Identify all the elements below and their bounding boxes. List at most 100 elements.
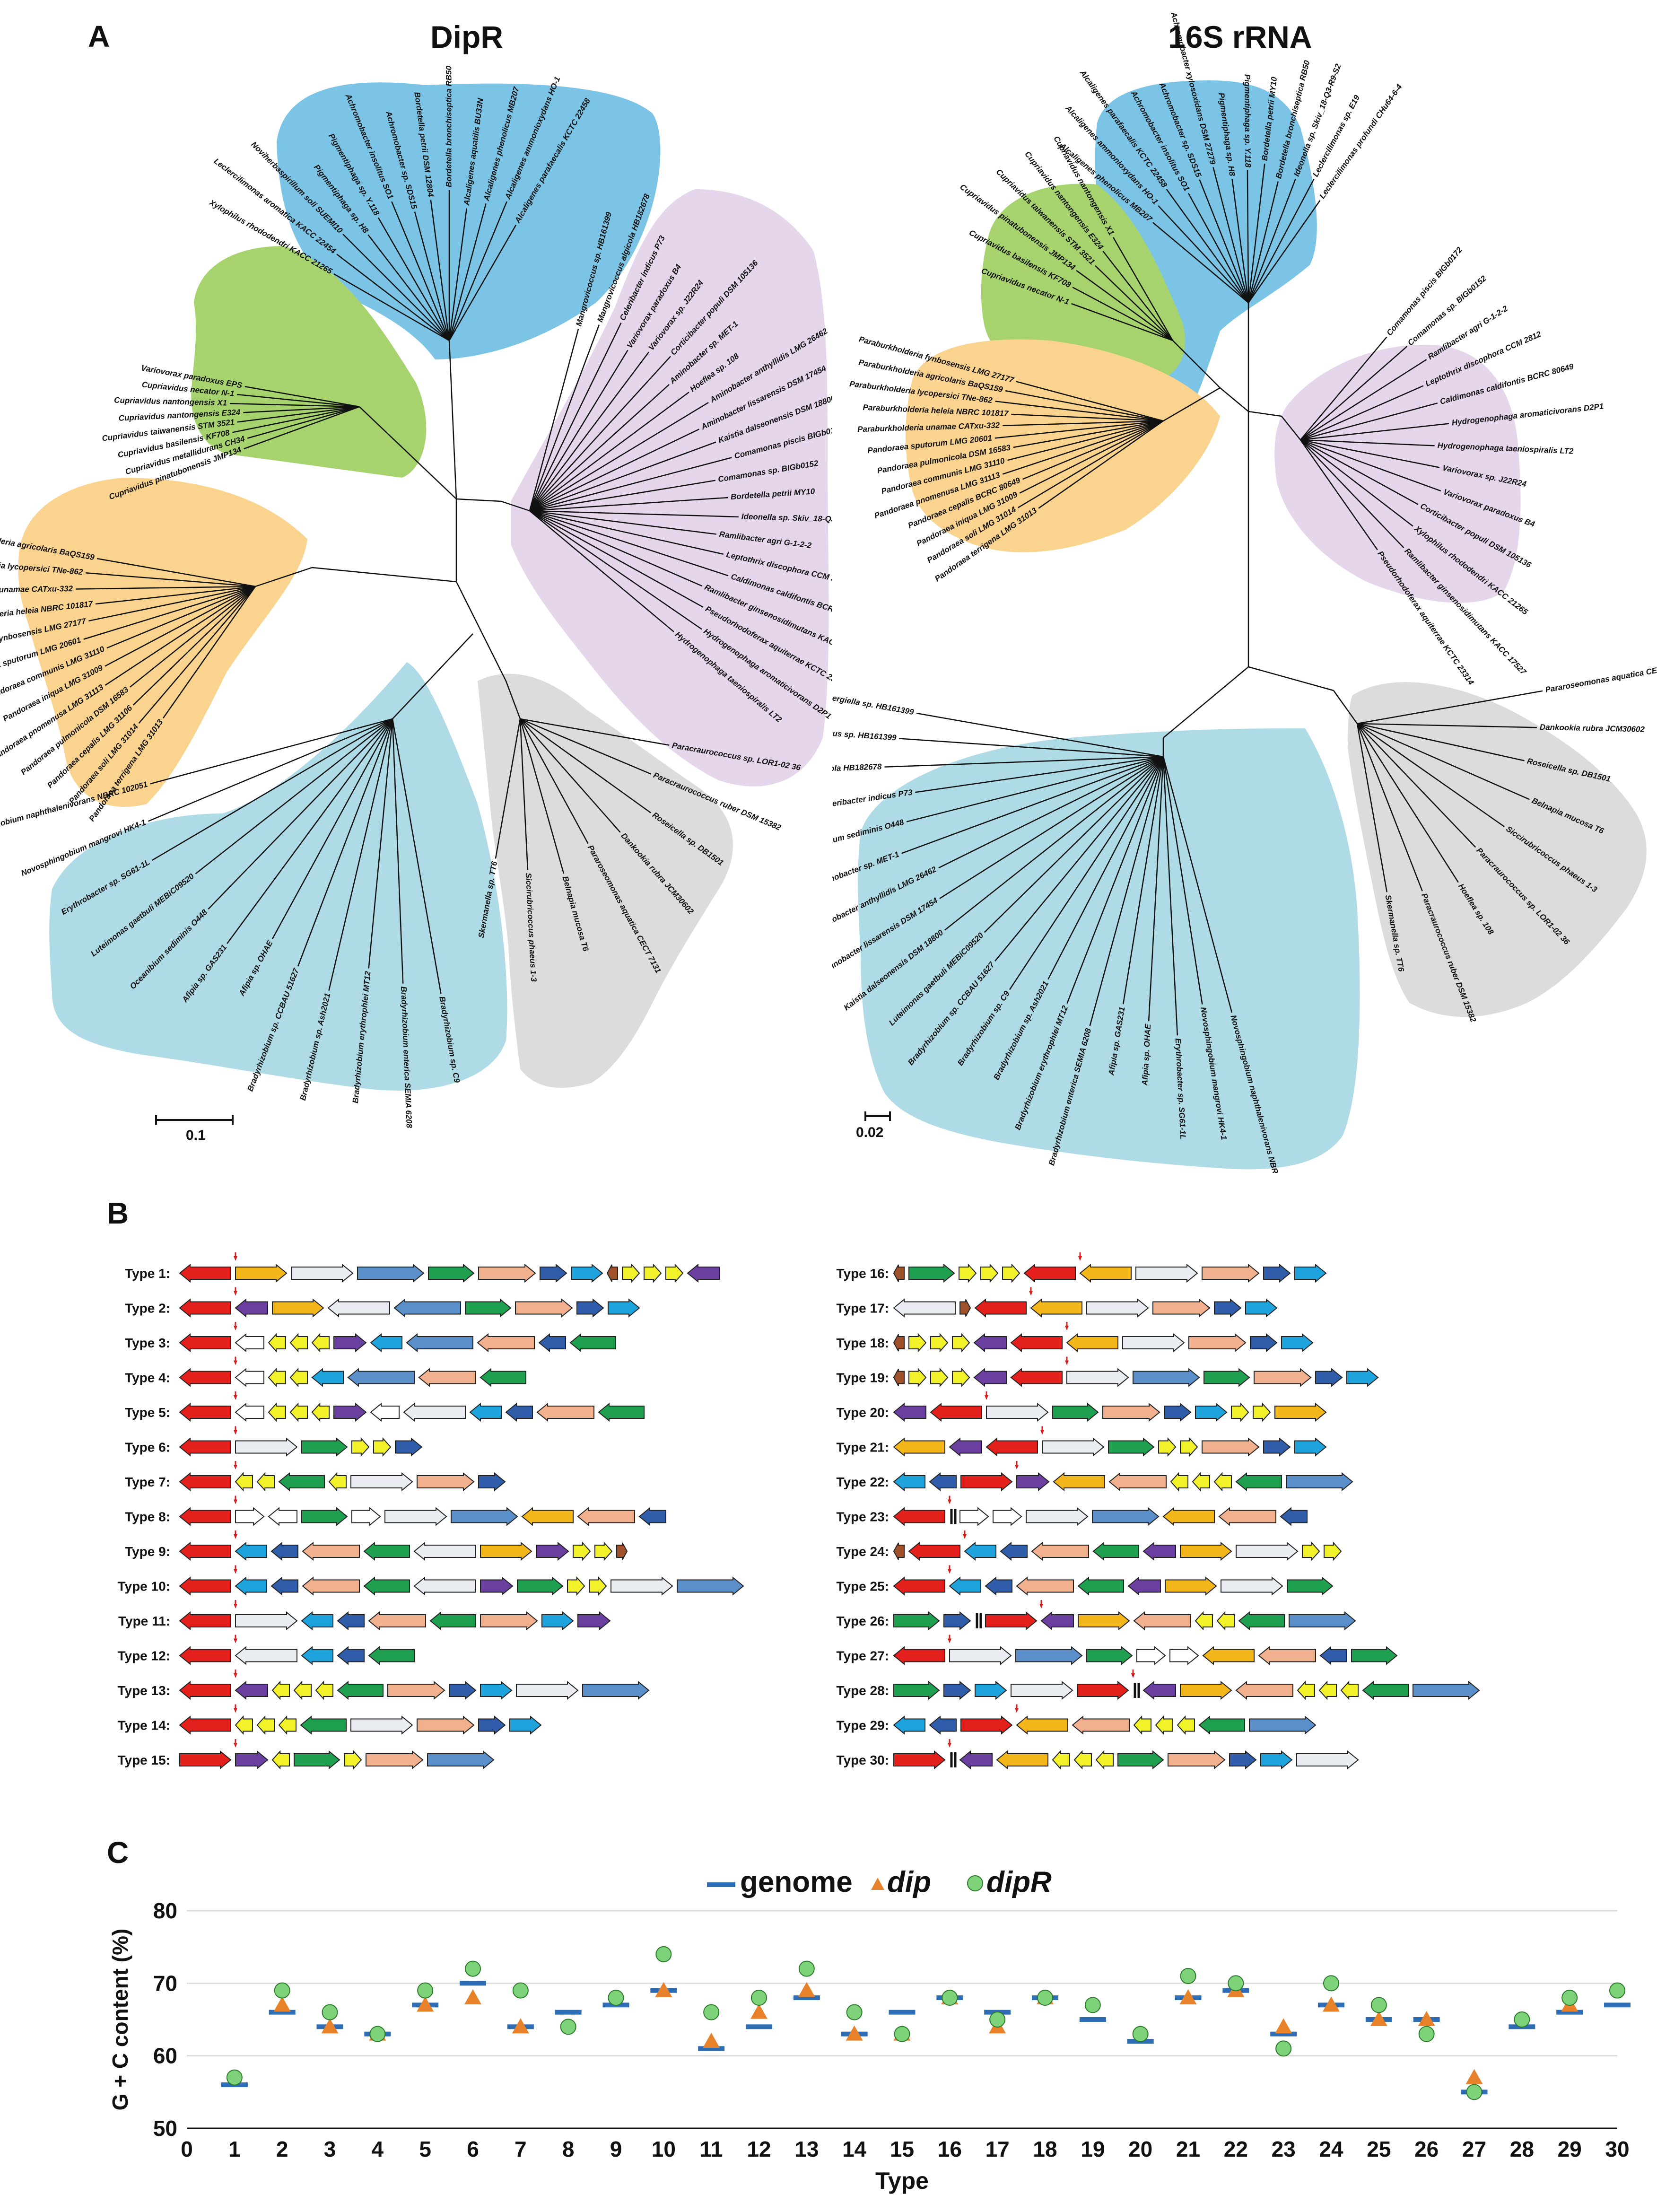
taxon-label: Bordetella bronchiseptica RB50 [444,65,453,187]
gene-arrow [268,1402,286,1422]
x-tick-label: 20 [1128,2137,1152,2161]
tip-branch [1047,756,1164,980]
dip-gc-mark [703,2033,720,2048]
gene-arrow [521,1507,574,1526]
tip-branch [1300,439,1413,527]
tip-branch [1199,179,1249,303]
cluster-type-label: Type 29: [836,1718,889,1733]
cluster-type-label: Type 4: [125,1371,170,1385]
genome-gc-mark [698,2046,725,2051]
tip-branch [95,586,256,605]
gene-arrow [179,1472,231,1492]
tip-branch [884,756,1164,768]
gene-arrow [996,1750,1048,1770]
gene-arrow [301,1611,333,1631]
x-tick-label: 21 [1176,2137,1200,2161]
gene-arrow [235,1646,297,1665]
x-tick-label: 5 [419,2137,431,2161]
gene-arrow [373,1437,392,1457]
tip-branch [1003,420,1164,427]
clade-stem [1163,387,1221,422]
tip-branch [1300,439,1435,446]
cluster-type-label: Type 12: [117,1649,170,1663]
gene-arrow [687,1263,720,1283]
gene-arrow [1202,1646,1255,1665]
backbone-branch [455,581,507,682]
gene-arrow [973,1368,1007,1387]
tip-branch [1357,690,1543,725]
tip-branch [1300,402,1438,441]
gene-arrow [1169,1646,1199,1665]
gene-arrow [235,1298,268,1318]
gene-arrow [1413,1680,1480,1700]
tip-branch [944,756,1164,931]
gene-arrow [1042,1437,1105,1457]
gene-arrow [449,1680,477,1700]
gene-arrow [235,1576,267,1596]
tip-branch [529,392,689,512]
dipr-gc-mark [1466,2084,1483,2100]
gene-arrow [179,1680,231,1700]
tip-branch [1013,420,1164,448]
regulatory-site-marker [234,1743,237,1748]
dip-gc-mark [273,1996,291,2012]
dip-gc-mark [1323,1996,1340,2012]
tip-branch [1162,756,1178,1036]
tip-branch [297,718,393,967]
gene-arrow [1238,1611,1285,1631]
dipr-gc-mark [751,1990,767,2006]
tip-branch [83,586,256,640]
gene-arrow [235,1715,253,1735]
tip-branch [1148,756,1164,1022]
tip-branch [430,200,450,341]
gene-arrow [179,1541,231,1561]
gene-arrow [1296,1750,1359,1770]
dipr-gc-mark [1275,2040,1292,2057]
gene-arrow [1315,1368,1343,1387]
gene-arrow [480,1541,532,1561]
dipr-scale-label: 0.1 [186,1128,206,1143]
gene-arrow [1015,1646,1083,1665]
dip-gc-mark [798,1982,815,1997]
gene-arrow [179,1437,231,1457]
tip-branch [1247,178,1296,303]
gene-arrow [1053,1472,1105,1492]
cluster-type-label: Type 14: [117,1718,170,1733]
tip-branch [367,234,450,341]
gene-arrow [541,1611,574,1631]
gene-arrow [569,1333,616,1353]
gene-arrow [610,1576,673,1596]
gene-arrow [1302,1541,1320,1561]
tip-branch [529,350,628,511]
x-tick-label: 30 [1605,2137,1629,2161]
dipr-gc-mark [1418,2026,1435,2042]
gene-arrow [893,1298,956,1318]
taxon-label: Comamonas piscis BIGb0172 [1385,245,1464,337]
gene-arrow [538,1333,566,1353]
gene-arrow [270,1541,298,1561]
gene-arrow [347,1368,415,1387]
dip-gc-mark [1370,2011,1387,2026]
gene-arrow [478,1472,506,1492]
dip-gc-mark [750,2003,767,2019]
tip-branch [1247,181,1279,303]
gene-arrow [477,1333,535,1353]
gene-arrow [403,1402,466,1422]
gene-arrow [893,1264,905,1282]
tip-branch [994,420,1164,439]
rrna-green-clade [981,184,1186,388]
taxon-label: Rosenbergiella sp. HB161399 [832,688,915,717]
legend-dip-label: dip [887,1866,931,1898]
legend-genome-marker [707,1882,735,1887]
gene-arrow [289,1367,308,1388]
genome-gc-mark [889,2010,916,2015]
gene-arrow [1142,1680,1176,1700]
tip-branch [1300,439,1441,492]
cluster-type-label: Type 10: [117,1579,170,1594]
gene-arrow [1231,1402,1249,1422]
gene-arrow [1221,1576,1283,1596]
tip-branch [520,718,651,813]
gene-arrow [350,1715,413,1735]
gene-arrow [368,1646,415,1665]
gene-arrow [582,1680,650,1700]
